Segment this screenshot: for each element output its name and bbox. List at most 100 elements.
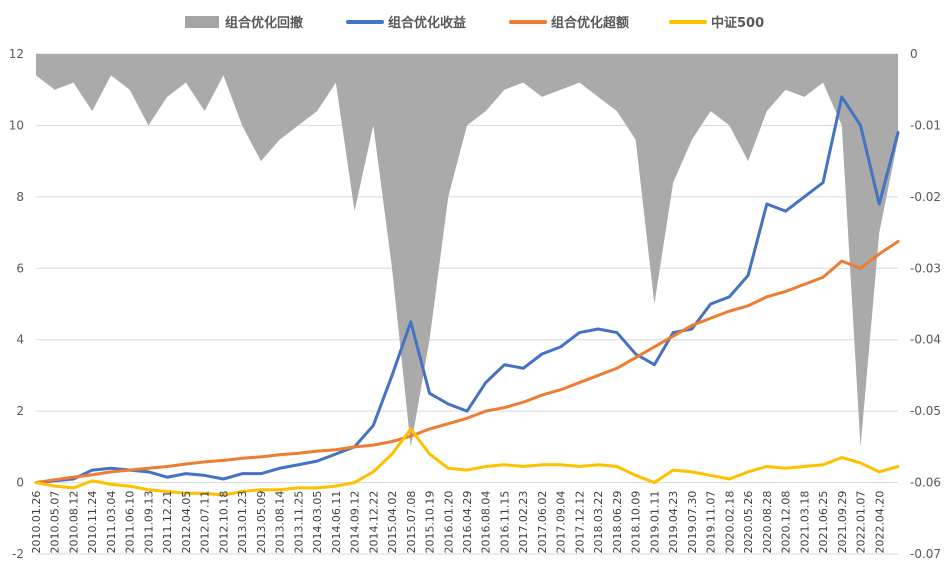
data-point — [166, 490, 168, 493]
x-tick-label: 2021.03.18 — [798, 491, 811, 554]
right-y-tick-label: -0.02 — [910, 190, 941, 204]
data-point — [709, 303, 712, 305]
data-point — [72, 476, 75, 479]
x-tick-label: 2011.12.21 — [161, 491, 174, 554]
data-point — [316, 487, 318, 489]
data-point — [822, 276, 824, 279]
data-point — [691, 471, 693, 473]
x-tick-label: 2011.09.13 — [142, 491, 155, 554]
left-y-tick-label: 4 — [16, 333, 24, 347]
legend-swatch — [185, 16, 219, 28]
data-point — [878, 203, 881, 205]
left-y-tick-label: 8 — [16, 190, 24, 204]
x-tick-label: 2014.06.11 — [330, 491, 343, 554]
x-tick-label: 2016.04.29 — [461, 491, 474, 554]
data-point — [578, 331, 581, 334]
data-point — [597, 374, 599, 377]
right-y-tick-label: -0.01 — [910, 118, 941, 132]
data-point — [897, 240, 899, 243]
x-tick-label: 2022.01.07 — [855, 491, 868, 554]
data-point — [634, 353, 637, 355]
data-point — [447, 422, 450, 425]
data-point — [110, 471, 112, 473]
data-point — [541, 394, 543, 396]
x-tick-label: 2014.09.12 — [349, 491, 362, 554]
series-line-2 — [34, 240, 900, 485]
data-point — [878, 253, 881, 255]
data-point — [372, 424, 375, 427]
data-point — [391, 374, 393, 377]
data-point — [353, 481, 356, 484]
data-point — [185, 492, 187, 495]
x-tick-label: 2012.10.18 — [217, 491, 230, 554]
data-point — [466, 469, 468, 471]
x-tick-label: 2013.11.25 — [292, 491, 305, 554]
data-point — [691, 328, 693, 330]
data-point — [672, 469, 674, 471]
data-point — [522, 465, 525, 468]
right-y-axis: 0 -0.01 -0.02 -0.03 -0.04 -0.05 -0.06 -0.07 — [910, 47, 941, 561]
data-point — [503, 463, 506, 466]
data-point — [803, 465, 806, 468]
data-point — [484, 410, 487, 412]
data-point — [391, 440, 393, 443]
x-tick-label: 2014.12.22 — [367, 491, 380, 554]
lines-layer — [34, 95, 900, 497]
data-point — [335, 485, 337, 487]
data-point — [241, 472, 243, 475]
x-tick-label: 2012.07.11 — [199, 491, 212, 554]
data-point — [260, 456, 262, 458]
x-tick-label: 2020.08.28 — [761, 491, 774, 554]
data-point — [541, 463, 543, 466]
data-point — [709, 317, 712, 320]
data-point — [559, 463, 562, 466]
x-axis: 2010.01.26 2010.05.07 2010.08.12 2010.11.24… — [30, 491, 886, 554]
x-tick-label: 2017.02.23 — [517, 491, 530, 554]
x-tick-label: 2018.06.29 — [611, 491, 624, 554]
data-point — [128, 469, 131, 471]
data-point — [784, 210, 787, 212]
data-point — [597, 328, 599, 330]
data-point — [840, 456, 843, 459]
data-point — [897, 465, 899, 468]
x-tick-label: 2016.01.20 — [442, 491, 455, 554]
data-point — [578, 465, 581, 468]
legend-label: 组合优化回撤 — [225, 15, 303, 31]
series-line-3 — [34, 427, 900, 497]
x-tick-label: 2014.03.05 — [311, 491, 324, 554]
data-point — [859, 124, 862, 127]
data-point — [803, 283, 806, 286]
data-point — [316, 460, 318, 462]
data-point — [278, 488, 281, 491]
data-point — [147, 467, 150, 470]
data-point — [409, 321, 412, 323]
x-tick-label: 2019.11.07 — [705, 491, 718, 554]
data-point — [747, 274, 749, 277]
data-point — [278, 453, 281, 456]
data-point — [859, 267, 862, 270]
x-tick-label: 2010.11.24 — [86, 491, 99, 554]
data-point — [91, 479, 94, 482]
x-tick-label: 2018.10.09 — [630, 491, 643, 554]
data-point — [260, 488, 262, 491]
data-point — [166, 476, 168, 479]
data-point — [766, 465, 768, 468]
data-point — [297, 487, 300, 489]
left-y-tick-label: -2 — [12, 547, 24, 561]
data-point — [203, 461, 206, 463]
x-tick-label: 2013.08.14 — [274, 491, 287, 554]
data-point — [728, 478, 731, 480]
data-point — [185, 463, 187, 465]
data-point — [709, 474, 712, 477]
data-point — [897, 131, 899, 134]
data-point — [222, 494, 225, 496]
data-point — [110, 467, 112, 470]
x-tick-label: 2016.11.15 — [498, 491, 511, 554]
data-point — [747, 471, 749, 473]
data-point — [372, 444, 375, 446]
data-point — [428, 428, 431, 430]
x-tick-label: 2019.07.30 — [686, 491, 699, 554]
data-point — [428, 392, 431, 395]
